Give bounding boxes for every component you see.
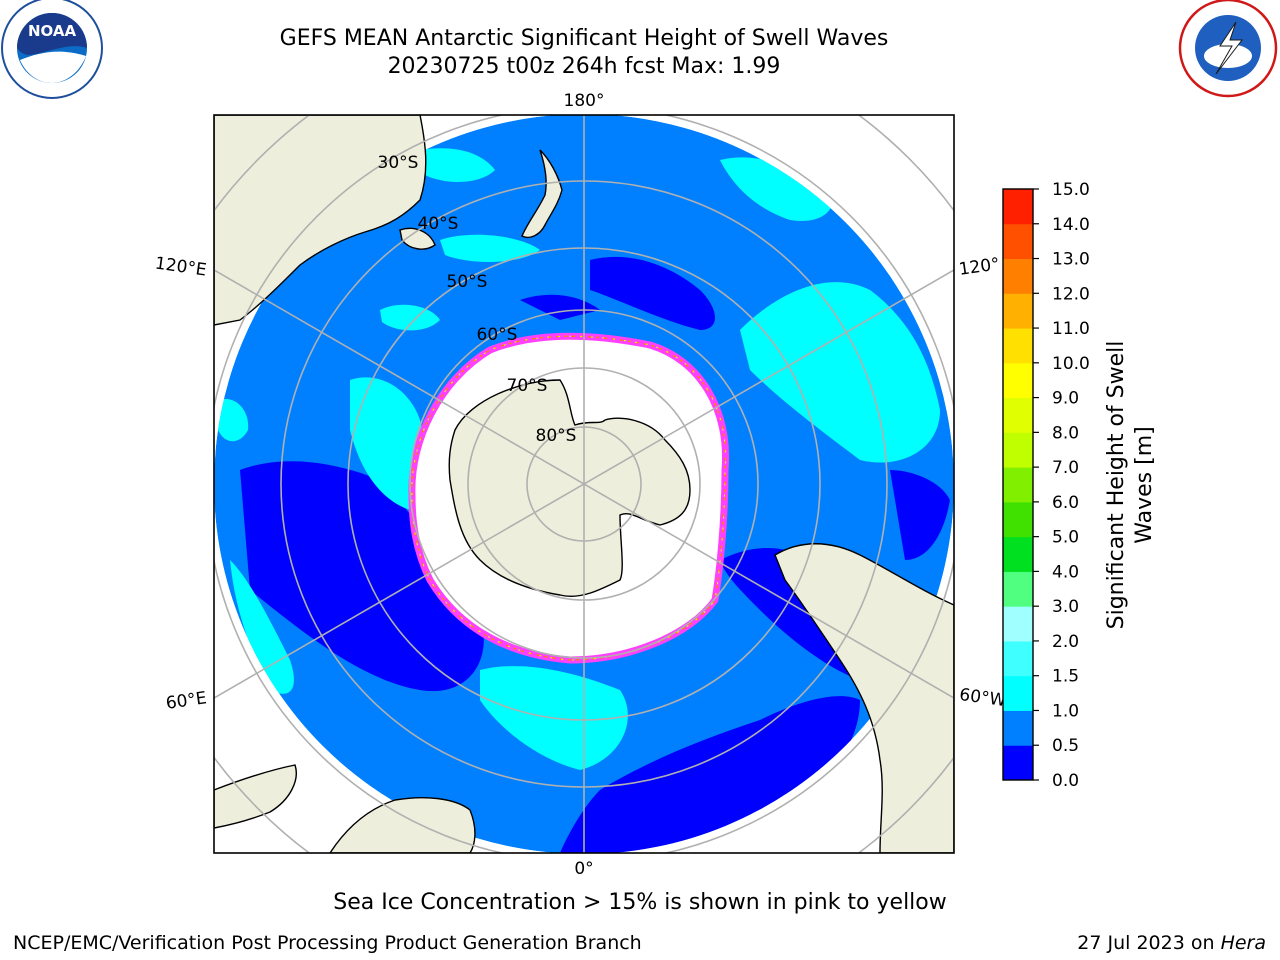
madagascar — [214, 764, 297, 829]
colorbar-tick-label: 7.0 — [1052, 458, 1079, 478]
lat-label-50s: 50°S — [447, 272, 488, 292]
lon-label-120e: 120°E — [154, 254, 208, 281]
colorbar-swatch — [1003, 606, 1033, 642]
colorbar — [1003, 189, 1033, 781]
graticule — [214, 115, 954, 853]
lat-label-70s: 70°S — [507, 376, 548, 396]
colorbar-label-line2: Waves [m] — [1132, 426, 1157, 543]
colorbar-swatch — [1003, 501, 1033, 538]
new-zealand — [521, 149, 563, 239]
colorbar-swatch — [1003, 397, 1033, 433]
lon-label-180: 180° — [564, 91, 605, 111]
colorbar-ticks: 0.0 0.5 1.0 1.5 2.0 3.0 4.0 5.0 6.0 7.0 8.0 9.0 10.0… — [1033, 180, 1090, 791]
colorbar-tick-label: 1.5 — [1052, 667, 1079, 687]
colorbar-tick-label: 3.0 — [1052, 597, 1079, 617]
colorbar-swatch — [1003, 640, 1033, 677]
lat-label-40s: 40°S — [418, 214, 459, 234]
lat-label-80s: 80°S — [536, 426, 577, 446]
noaa-logo-text: NOAA — [28, 22, 77, 40]
colorbar-tick-label: 0.0 — [1052, 771, 1079, 791]
colorbar-label-line1: Significant Height of Swell — [1104, 341, 1129, 630]
footer-date-text: 27 Jul 2023 on — [1077, 932, 1221, 954]
chart-subtitle: 20230725 t00z 264h fcst Max: 1.99 — [387, 54, 781, 79]
lat-label-60s: 60°S — [477, 325, 518, 345]
lat-label-30s: 30°S — [378, 153, 419, 173]
lon-label-60e: 60°E — [165, 688, 208, 713]
colorbar-tick-label: 9.0 — [1052, 389, 1079, 409]
colorbar-tick-label: 12.0 — [1052, 284, 1090, 304]
chart-title: GEFS MEAN Antarctic Significant Height o… — [279, 26, 889, 51]
colorbar-swatch — [1003, 432, 1033, 468]
colorbar-tick-label: 4.0 — [1052, 562, 1079, 582]
colorbar-swatch — [1003, 293, 1033, 329]
colorbar-swatch — [1003, 675, 1033, 711]
colorbar-swatch — [1003, 189, 1033, 225]
footer-host: Hera — [1220, 932, 1266, 954]
colorbar-tick-label: 2.0 — [1052, 632, 1079, 652]
lon-label-0: 0° — [574, 859, 593, 879]
colorbar-tick-label: 13.0 — [1052, 250, 1090, 270]
colorbar-swatch — [1003, 328, 1033, 364]
lon-label-120w: 120° — [958, 254, 1001, 280]
colorbar-swatch — [1003, 536, 1033, 572]
colorbar-tick-label: 0.5 — [1052, 736, 1079, 756]
colorbar-swatch — [1003, 362, 1033, 399]
colorbar-swatch — [1003, 223, 1033, 260]
colorbar-tick-label: 14.0 — [1052, 215, 1090, 235]
colorbar-tick-label: 1.0 — [1052, 701, 1079, 721]
colorbar-frame — [1002, 188, 1034, 781]
colorbar-swatch — [1003, 710, 1033, 746]
colorbar-swatch — [1003, 467, 1033, 503]
nws-logo — [1178, 0, 1278, 98]
noaa-logo: NOAA — [1, 0, 103, 99]
colorbar-swatch — [1003, 258, 1033, 294]
colorbar-tick-label: 5.0 — [1052, 528, 1079, 548]
australia — [214, 115, 427, 326]
colorbar-swatch — [1003, 571, 1033, 607]
footer-date: 27 Jul 2023 on Hera — [1077, 932, 1266, 954]
map-frame — [213, 114, 955, 854]
colorbar-tick-label: 15.0 — [1052, 180, 1090, 200]
sea-ice-note: Sea Ice Concentration > 15% is shown in … — [333, 890, 947, 915]
colorbar-tick-label: 6.0 — [1052, 493, 1079, 513]
colorbar-tick-label: 11.0 — [1052, 319, 1090, 339]
africa — [329, 797, 476, 853]
colorbar-tick-label: 10.0 — [1052, 354, 1090, 374]
colorbar-swatch — [1003, 745, 1033, 781]
antarctica — [448, 379, 691, 597]
footer-credit: NCEP/EMC/Verification Post Processing Pr… — [13, 932, 642, 954]
colorbar-tick-label: 8.0 — [1052, 423, 1079, 443]
lon-label-60w: 60°W — [958, 685, 1007, 711]
